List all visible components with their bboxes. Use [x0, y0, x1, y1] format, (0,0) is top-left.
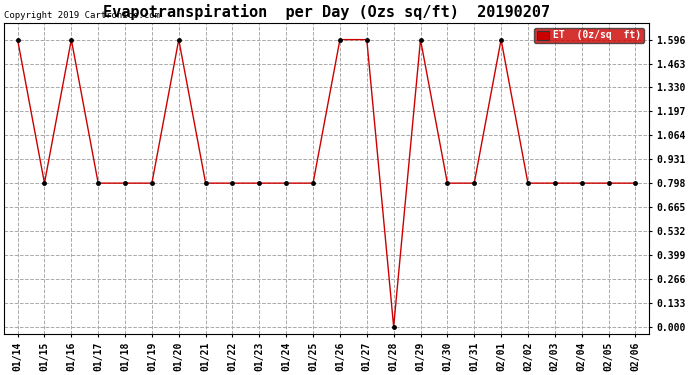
- Legend: ET  (0z/sq  ft): ET (0z/sq ft): [535, 28, 644, 44]
- Text: Copyright 2019 Cartronics.com: Copyright 2019 Cartronics.com: [4, 10, 160, 20]
- Title: Evapotranspiration  per Day (Ozs sq/ft)  20190207: Evapotranspiration per Day (Ozs sq/ft) 2…: [103, 4, 550, 20]
